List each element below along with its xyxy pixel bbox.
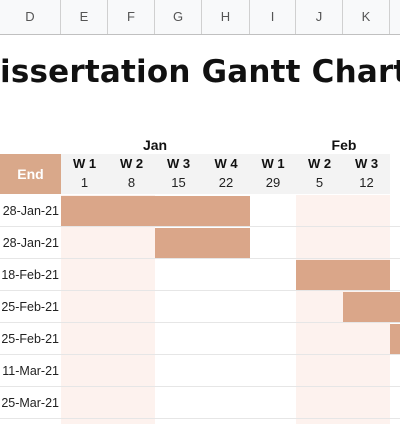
end-date-cell[interactable]: 28-Jan-21 <box>2 236 59 250</box>
task-row[interactable]: 25-Mar-21 <box>0 387 400 419</box>
week-day: 15 <box>171 175 186 190</box>
end-column-header[interactable]: End <box>0 154 61 194</box>
week-shading <box>61 195 155 424</box>
sheet-title: issertation Gantt Chart <box>0 54 400 90</box>
week-day: 1 <box>80 175 89 190</box>
end-date-cell[interactable]: 28-Jan-21 <box>2 204 59 218</box>
end-date-cell[interactable]: 18-Feb-21 <box>1 268 59 282</box>
week-header[interactable]: W 4 22 <box>202 154 250 194</box>
week-day: 12 <box>359 175 374 190</box>
column-header-d[interactable]: D <box>0 0 61 34</box>
week-day: 22 <box>218 175 234 190</box>
week-header[interactable]: W 3 12 <box>343 154 390 194</box>
week-label: W 1 <box>261 156 285 171</box>
end-date-cell[interactable]: 25-Feb-21 <box>1 300 59 314</box>
column-header-h[interactable]: H <box>202 0 250 34</box>
gantt-bar[interactable] <box>61 196 250 226</box>
week-label: W 3 <box>354 156 379 171</box>
week-label: W 3 <box>166 156 191 171</box>
week-header[interactable]: W 3 15 <box>155 154 202 194</box>
column-header-k[interactable]: K <box>343 0 390 34</box>
column-header-i[interactable]: I <box>250 0 296 34</box>
end-date-cell[interactable]: 25-Mar-21 <box>1 396 59 410</box>
end-date-cell[interactable]: 11-Mar-21 <box>2 364 59 378</box>
week-label: W 2 <box>307 156 332 171</box>
week-label: W 1 <box>72 156 97 171</box>
week-header[interactable]: W 1 29 <box>250 154 296 194</box>
week-label: W 2 <box>119 156 144 171</box>
gantt-bar[interactable] <box>296 260 390 290</box>
task-row[interactable]: 11-Mar-21 <box>0 355 400 387</box>
week-day: 5 <box>315 175 324 190</box>
week-label: W 4 <box>214 156 238 171</box>
week-day: 8 <box>127 175 136 190</box>
end-date-cell[interactable]: 25-Feb-21 <box>1 332 59 346</box>
gantt-bar[interactable] <box>390 324 400 354</box>
task-row[interactable]: 25-Feb-21 <box>0 323 400 355</box>
column-header-f[interactable]: F <box>108 0 155 34</box>
column-header-g[interactable]: G <box>155 0 202 34</box>
week-day: 29 <box>265 175 281 190</box>
gantt-bar[interactable] <box>155 228 250 258</box>
month-label: Jan <box>142 137 168 153</box>
column-header-j[interactable]: J <box>296 0 343 34</box>
gantt-bar[interactable] <box>343 292 400 322</box>
task-row[interactable]: 28-Jan-21 <box>0 227 400 259</box>
task-row[interactable]: 28-Jan-21 <box>0 195 400 227</box>
task-row[interactable]: 25-Feb-21 <box>0 291 400 323</box>
month-label: Feb <box>331 137 357 153</box>
task-row[interactable]: 18-Feb-21 <box>0 259 400 291</box>
column-header-e[interactable]: E <box>61 0 108 34</box>
